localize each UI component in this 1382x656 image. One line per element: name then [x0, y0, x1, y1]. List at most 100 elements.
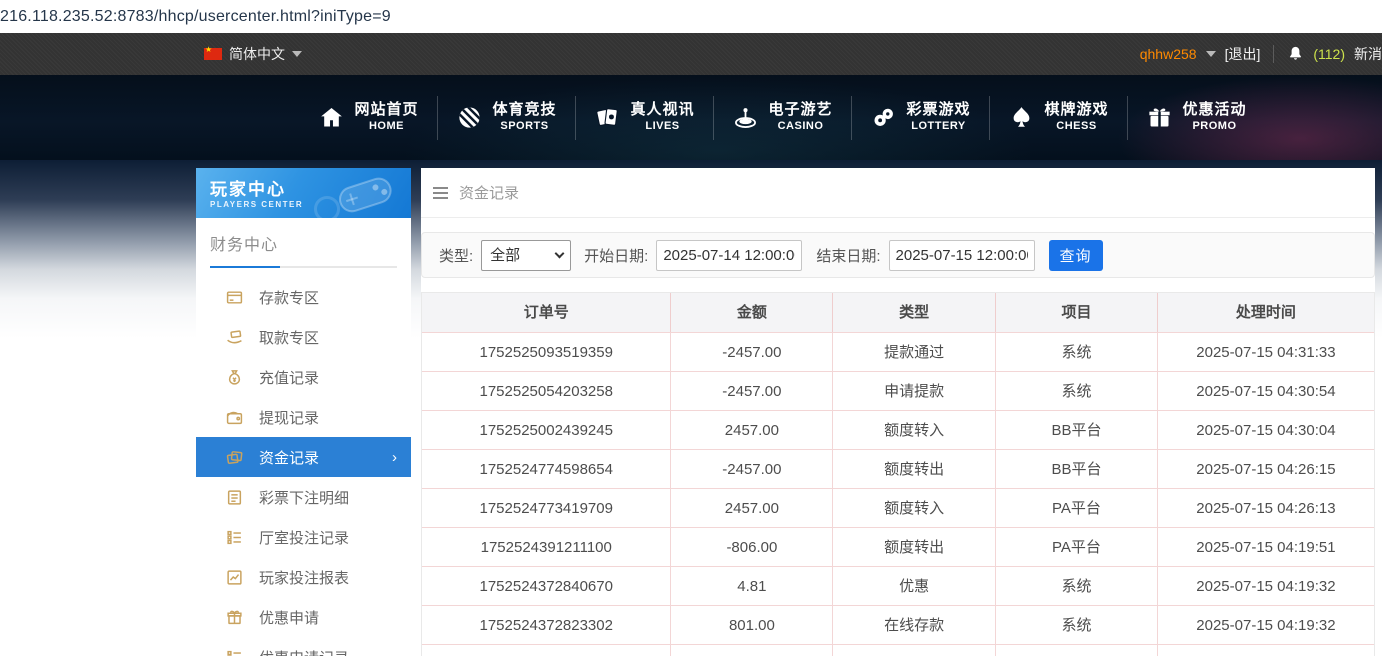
col-amount: 金额: [670, 293, 833, 332]
table-row[interactable]: 1752524774598654 -2457.00 额度转出 BB平台 2025…: [422, 449, 1374, 488]
nav-divider: [1127, 95, 1128, 140]
cell-process-time: 2025-07-15 04:19:32: [1156, 566, 1374, 605]
table-row[interactable]: 1752524773419709 2457.00 额度转入 PA平台 2025-…: [422, 488, 1374, 527]
cell-order-no: 1752524372840670: [422, 566, 671, 605]
table-row[interactable]: 1752524372823302 801.00 在线存款 系统 2025-07-…: [422, 605, 1374, 644]
bell-icon[interactable]: [1287, 45, 1304, 63]
type-select-control[interactable]: 全部: [481, 239, 572, 271]
nav-home[interactable]: 网站首页 HOME: [300, 101, 437, 134]
nav-sports[interactable]: 体育竞技 SPORTS: [438, 101, 575, 134]
sidebar-item-deposit-zone[interactable]: 存款专区: [196, 277, 411, 317]
sidebar-item-label: 资金记录: [259, 449, 320, 467]
nav-divider: [989, 95, 990, 140]
browser-url-bar[interactable]: 216.118.235.52:8783/hhcp/usercenter.html…: [0, 0, 1382, 33]
nav-divider: [851, 95, 852, 140]
section-underline: [210, 266, 397, 268]
username[interactable]: qhhw258: [1139, 46, 1197, 62]
chevron-right-icon: ›: [392, 448, 397, 466]
sidebar-section: 财务中心: [196, 218, 411, 268]
nav-chess[interactable]: 棋牌游戏 CHESS: [990, 101, 1127, 134]
message-count[interactable]: (112): [1313, 46, 1345, 62]
chevron-down-icon: [292, 51, 302, 57]
message-label[interactable]: 新消息: [1354, 46, 1382, 62]
sidebar-item-player-bet-report[interactable]: 玩家投注报表: [196, 557, 411, 597]
nav-lives[interactable]: 真人视讯 LIVES: [576, 101, 713, 134]
cell-process-time: 2025-07-15 04:19:51: [1156, 527, 1374, 566]
sidebar-item-hall-bet-records[interactable]: 厅室投注记录: [196, 517, 411, 557]
nav-promo[interactable]: 优惠活动 PROMO: [1128, 101, 1265, 134]
type-label: 类型:: [439, 247, 474, 265]
nav-label-en: CHESS: [1056, 120, 1097, 132]
nav-label-en: LIVES: [645, 120, 680, 132]
nav-label-en: LOTTERY: [911, 120, 966, 132]
nav-label-zh: 棋牌游戏: [1044, 101, 1109, 119]
bank-card-icon: [226, 289, 243, 306]
sidebar-item-recharge-records[interactable]: 充值记录: [196, 357, 411, 397]
end-date-input[interactable]: [888, 239, 1035, 271]
menu-icon[interactable]: [433, 186, 448, 199]
chart-report-icon: [226, 569, 243, 586]
cell-order-no: 1752524774598654: [422, 449, 671, 488]
sidebar-item-label: 玩家投注报表: [259, 569, 350, 587]
sidebar: 玩家中心 PLAYERS CENTER 财务中心 存款专区 取款专区 充值记录: [196, 168, 411, 656]
table-row[interactable]: 1752525054203258 -2457.00 申请提款 系统 2025-0…: [422, 371, 1374, 410]
sidebar-item-lottery-bet-details[interactable]: 彩票下注明细: [196, 477, 411, 517]
table-row[interactable]: 1752524372840670 4.81 优惠 系统 2025-07-15 0…: [422, 566, 1374, 605]
sidebar-item-withdraw-zone[interactable]: 取款专区: [196, 317, 411, 357]
chevron-down-icon: [1205, 51, 1216, 57]
sidebar-section-title: 财务中心: [210, 237, 279, 254]
nav-label-en: CASINO: [777, 120, 824, 132]
wallet-icon: [226, 409, 243, 426]
logout-link[interactable]: [退出]: [1224, 46, 1261, 62]
search-button[interactable]: 查询: [1048, 239, 1103, 271]
sidebar-item-withdrawal-records[interactable]: 提现记录: [196, 397, 411, 437]
nav-label-zh: 彩票游戏: [906, 101, 971, 119]
page-url: 216.118.235.52:8783/hhcp/usercenter.html…: [0, 7, 391, 25]
hand-money-icon: [226, 329, 243, 346]
cell-type: 在线存款: [832, 605, 996, 644]
type-select[interactable]: 全部: [481, 239, 572, 271]
language-label: 简体中文: [229, 46, 285, 62]
gift-icon: [1146, 104, 1173, 131]
cell-process-time: 2025-07-15 04:30:54: [1156, 371, 1374, 410]
cell-process-time: 2025-07-15 04:31:33: [1156, 332, 1374, 371]
language-selector[interactable]: ★ 简体中文: [204, 44, 302, 64]
sidebar-item-funds-records[interactable]: 资金记录 ›: [196, 437, 411, 477]
start-date-input[interactable]: [656, 239, 803, 271]
sidebar-item-promo-apply[interactable]: 优惠申请: [196, 597, 411, 637]
nav-lottery[interactable]: 彩票游戏 LOTTERY: [852, 101, 989, 134]
gamepad-icon: [325, 171, 405, 218]
nav-casino[interactable]: 电子游艺 CASINO: [714, 101, 851, 134]
nav-divider: [437, 95, 438, 140]
sidebar-subtitle: PLAYERS CENTER: [210, 200, 304, 209]
lottery-balls-icon: [870, 104, 897, 131]
sidebar-item-label: 充值记录: [259, 369, 320, 387]
nav-label-zh: 优惠活动: [1182, 101, 1247, 119]
sidebar-item-promo-apply-records[interactable]: 优惠申请记录: [196, 637, 411, 656]
table-row[interactable]: 1752524391211100 -806.00 额度转出 PA平台 2025-…: [422, 527, 1374, 566]
account-area: qhhw258 [退出] (112) 新消息: [1140, 33, 1382, 75]
cell-amount: -2457.00: [670, 332, 833, 371]
table-row[interactable]: 1752525093519359 -2457.00 提款通过 系统 2025-0…: [422, 332, 1374, 371]
start-date-label: 开始日期:: [584, 247, 649, 265]
table-body: 1752525093519359 -2457.00 提款通过 系统 2025-0…: [422, 332, 1374, 644]
records-table: 订单号 金额 类型 项目 处理时间 1752525093519359 -2457…: [421, 292, 1375, 656]
cell-process-time: 2025-07-15 04:26:15: [1156, 449, 1374, 488]
china-flag-icon: ★: [204, 45, 222, 60]
cell-type: 额度转出: [832, 449, 996, 488]
sidebar-item-label: 优惠申请: [259, 609, 320, 627]
nav-label-zh: 真人视讯: [630, 101, 695, 119]
cell-project: BB平台: [995, 449, 1157, 488]
cell-project: 系统: [995, 371, 1157, 410]
nav-label-zh: 网站首页: [354, 101, 419, 119]
cell-type: 额度转入: [832, 410, 996, 449]
table-row[interactable]: 1752525002439245 2457.00 额度转入 BB平台 2025-…: [422, 410, 1374, 449]
home-icon: [318, 104, 345, 131]
nav-label-zh: 体育竞技: [492, 101, 557, 119]
col-type: 类型: [832, 293, 996, 332]
gift-small-icon: [226, 609, 243, 626]
cell-type: 优惠: [832, 566, 996, 605]
nav-divider: [575, 95, 576, 140]
cell-process-time: 2025-07-15 04:30:04: [1156, 410, 1374, 449]
cell-amount: 2457.00: [670, 488, 833, 527]
